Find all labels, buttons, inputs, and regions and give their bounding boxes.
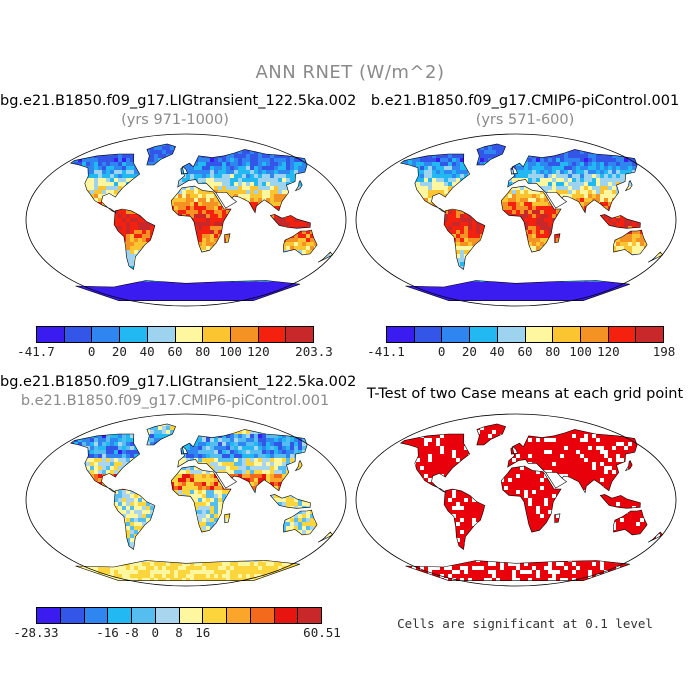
colorbar-tick-label: 20 [111, 344, 127, 359]
colorbar-swatch [250, 608, 275, 623]
colorbar-tick-label: 60.51 [303, 625, 341, 640]
colorbar-swatch [230, 327, 259, 342]
colorbar-swatch [108, 608, 132, 623]
colorbar-tick-label: 0 [151, 625, 160, 640]
colorbar-swatch [203, 608, 227, 623]
panel-3-map [25, 413, 347, 587]
colorbar-swatch [553, 327, 581, 342]
colorbar-swatch [64, 327, 93, 342]
colorbar-swatch [147, 327, 176, 342]
colorbar-swatch [580, 327, 609, 342]
colorbar-swatch [37, 608, 61, 623]
colorbar-swatch [274, 608, 299, 623]
colorbar-swatch [84, 608, 109, 623]
colorbar-swatch [525, 327, 554, 342]
panel-4-title: T-Test of two Case means at each grid po… [366, 386, 684, 402]
colorbar-tick-label: 20 [461, 344, 477, 359]
colorbar-swatch [608, 327, 637, 342]
panel-2-colorbar [386, 326, 664, 343]
colorbar-tick-label: -8 [123, 625, 139, 640]
colorbar-tick-label: 0 [437, 344, 446, 359]
panel-4-map [355, 413, 677, 587]
colorbar-swatch [155, 608, 180, 623]
panel-3-title: bg.e21.B1850.f09_g17.LIGtransient_122.5k… [0, 374, 357, 390]
colorbar-tick-label: 80 [195, 344, 211, 359]
panel-2-title: b.e21.B1850.f09_g17.CMIP6-piControl.001 [370, 93, 680, 109]
panel-1-subtitle: (yrs 971-1000) [121, 112, 229, 128]
colorbar-swatch [470, 327, 498, 342]
colorbar-swatch [203, 327, 231, 342]
colorbar-swatch [286, 327, 314, 342]
colorbar-swatch [60, 608, 85, 623]
colorbar-swatch [179, 608, 204, 623]
colorbar-tick-label: 100 [569, 344, 592, 359]
colorbar-swatch [132, 608, 156, 623]
colorbar-tick-label: 80 [545, 344, 561, 359]
colorbar-tick-label: 203.3 [295, 344, 333, 359]
panel-2-map [355, 133, 677, 307]
colorbar-tick-label: 40 [139, 344, 155, 359]
colorbar-swatch [227, 608, 251, 623]
panel-3-colorbar [36, 607, 322, 624]
panel-1-colorbar [36, 326, 314, 343]
colorbar-swatch [92, 327, 121, 342]
colorbar-tick-label: 120 [597, 344, 620, 359]
panel-4-note: Cells are significant at 0.1 level [397, 616, 653, 631]
colorbar-tick-label: 16 [195, 625, 211, 640]
colorbar-tick-label: 198 [652, 344, 676, 359]
colorbar-swatch [442, 327, 471, 342]
colorbar-swatch [175, 327, 204, 342]
panel-1-title: bg.e21.B1850.f09_g17.LIGtransient_122.5k… [0, 93, 357, 109]
colorbar-swatch [37, 327, 65, 342]
colorbar-tick-label: -41.7 [17, 344, 55, 359]
colorbar-tick-label: 120 [247, 344, 270, 359]
colorbar-tick-label: 100 [219, 344, 242, 359]
colorbar-swatch [497, 327, 526, 342]
colorbar-tick-label: 60 [517, 344, 533, 359]
figure-title: ANN RNET (W/m^2) [255, 62, 445, 83]
colorbar-swatch [414, 327, 443, 342]
colorbar-swatch [387, 327, 415, 342]
colorbar-tick-label: -41.1 [367, 344, 405, 359]
colorbar-tick-label: 40 [489, 344, 505, 359]
colorbar-swatch [298, 608, 321, 623]
colorbar-tick-label: -16 [96, 625, 119, 640]
colorbar-swatch [636, 327, 664, 342]
colorbar-tick-label: 60 [167, 344, 183, 359]
colorbar-swatch [120, 327, 148, 342]
panel-2-subtitle: (yrs 571-600) [475, 112, 575, 128]
panel-3-subtitle: b.e21.B1850.f09_g17.CMIP6-piControl.001 [20, 393, 330, 409]
panel-1-map [25, 133, 347, 307]
colorbar-tick-label: 8 [175, 625, 183, 640]
colorbar-swatch [258, 327, 287, 342]
colorbar-tick-label: 0 [87, 344, 96, 359]
colorbar-tick-label: -28.33 [13, 625, 59, 640]
